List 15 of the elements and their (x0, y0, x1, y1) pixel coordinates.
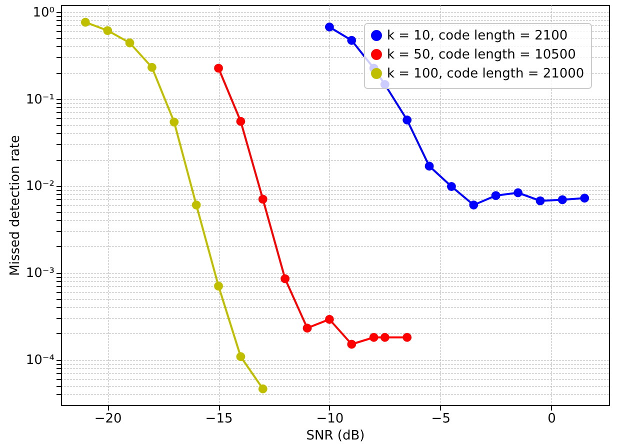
y-tick-label: 10⁻⁴ (26, 353, 54, 368)
y-tick-label: 10⁻¹ (26, 92, 54, 108)
x-tick-label: −10 (316, 412, 344, 426)
x-tick-label: −5 (431, 412, 450, 426)
legend-label: k = 10, code length = 2100 (387, 28, 568, 44)
y-tick-label: 10⁻³ (26, 266, 54, 282)
x-axis-title: SNR (dB) (306, 428, 365, 444)
y-axis-title: Missed detection rate (8, 135, 23, 276)
x-tick-label: 0 (548, 412, 556, 426)
y-tick-label: 10⁰ (32, 5, 54, 20)
legend-label: k = 50, code length = 10500 (387, 48, 576, 62)
x-tick-label: −15 (205, 412, 233, 426)
y-tick-label: 10⁻² (26, 179, 54, 194)
legend-label: k = 100, code length = 21000 (387, 66, 584, 82)
x-tick-label: −20 (94, 412, 122, 426)
